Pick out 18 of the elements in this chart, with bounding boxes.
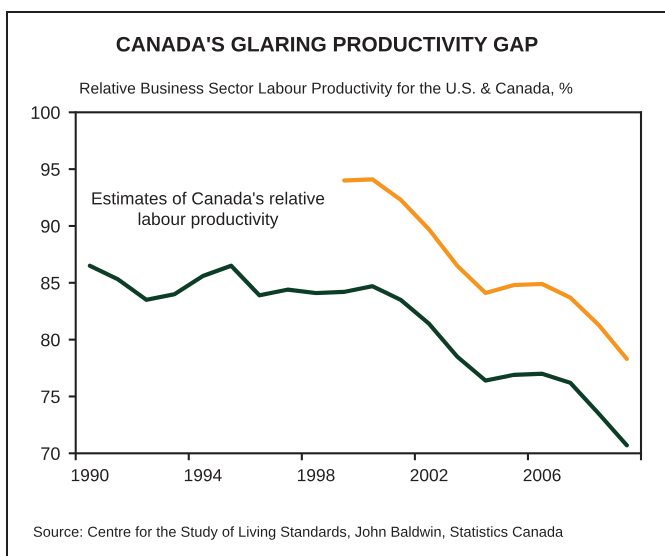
source-note: Source: Centre for the Study of Living Standards, John Baldwin, Statistics Canada bbox=[34, 526, 564, 540]
x-tick-label: 2002 bbox=[410, 469, 448, 482]
x-tick-label: 2006 bbox=[524, 469, 561, 482]
y-tick-label: 85 bbox=[41, 276, 60, 290]
chart-subtitle: Relative Business Sector Labour Productivity for the U.S. & Canada, % bbox=[80, 82, 572, 97]
line-series bbox=[342, 177, 629, 362]
y-tick-label: 90 bbox=[41, 220, 60, 233]
x-tick-label: 1994 bbox=[184, 469, 222, 482]
chart-title: CANADA'S GLARING PRODUCTIVITY GAP bbox=[116, 36, 538, 52]
y-tick-label: 100 bbox=[32, 106, 60, 120]
y-tick-label: 75 bbox=[41, 390, 60, 404]
x-tick-label: 1990 bbox=[72, 469, 108, 482]
y-tick-label: 80 bbox=[41, 334, 60, 346]
y-tick-label: 95 bbox=[41, 163, 60, 176]
line-series bbox=[88, 264, 629, 448]
x-tick-label: 1998 bbox=[298, 469, 335, 482]
annotation: Estimates of Canada's relative labour productivity bbox=[92, 192, 324, 229]
y-tick-label: 70 bbox=[41, 447, 60, 460]
